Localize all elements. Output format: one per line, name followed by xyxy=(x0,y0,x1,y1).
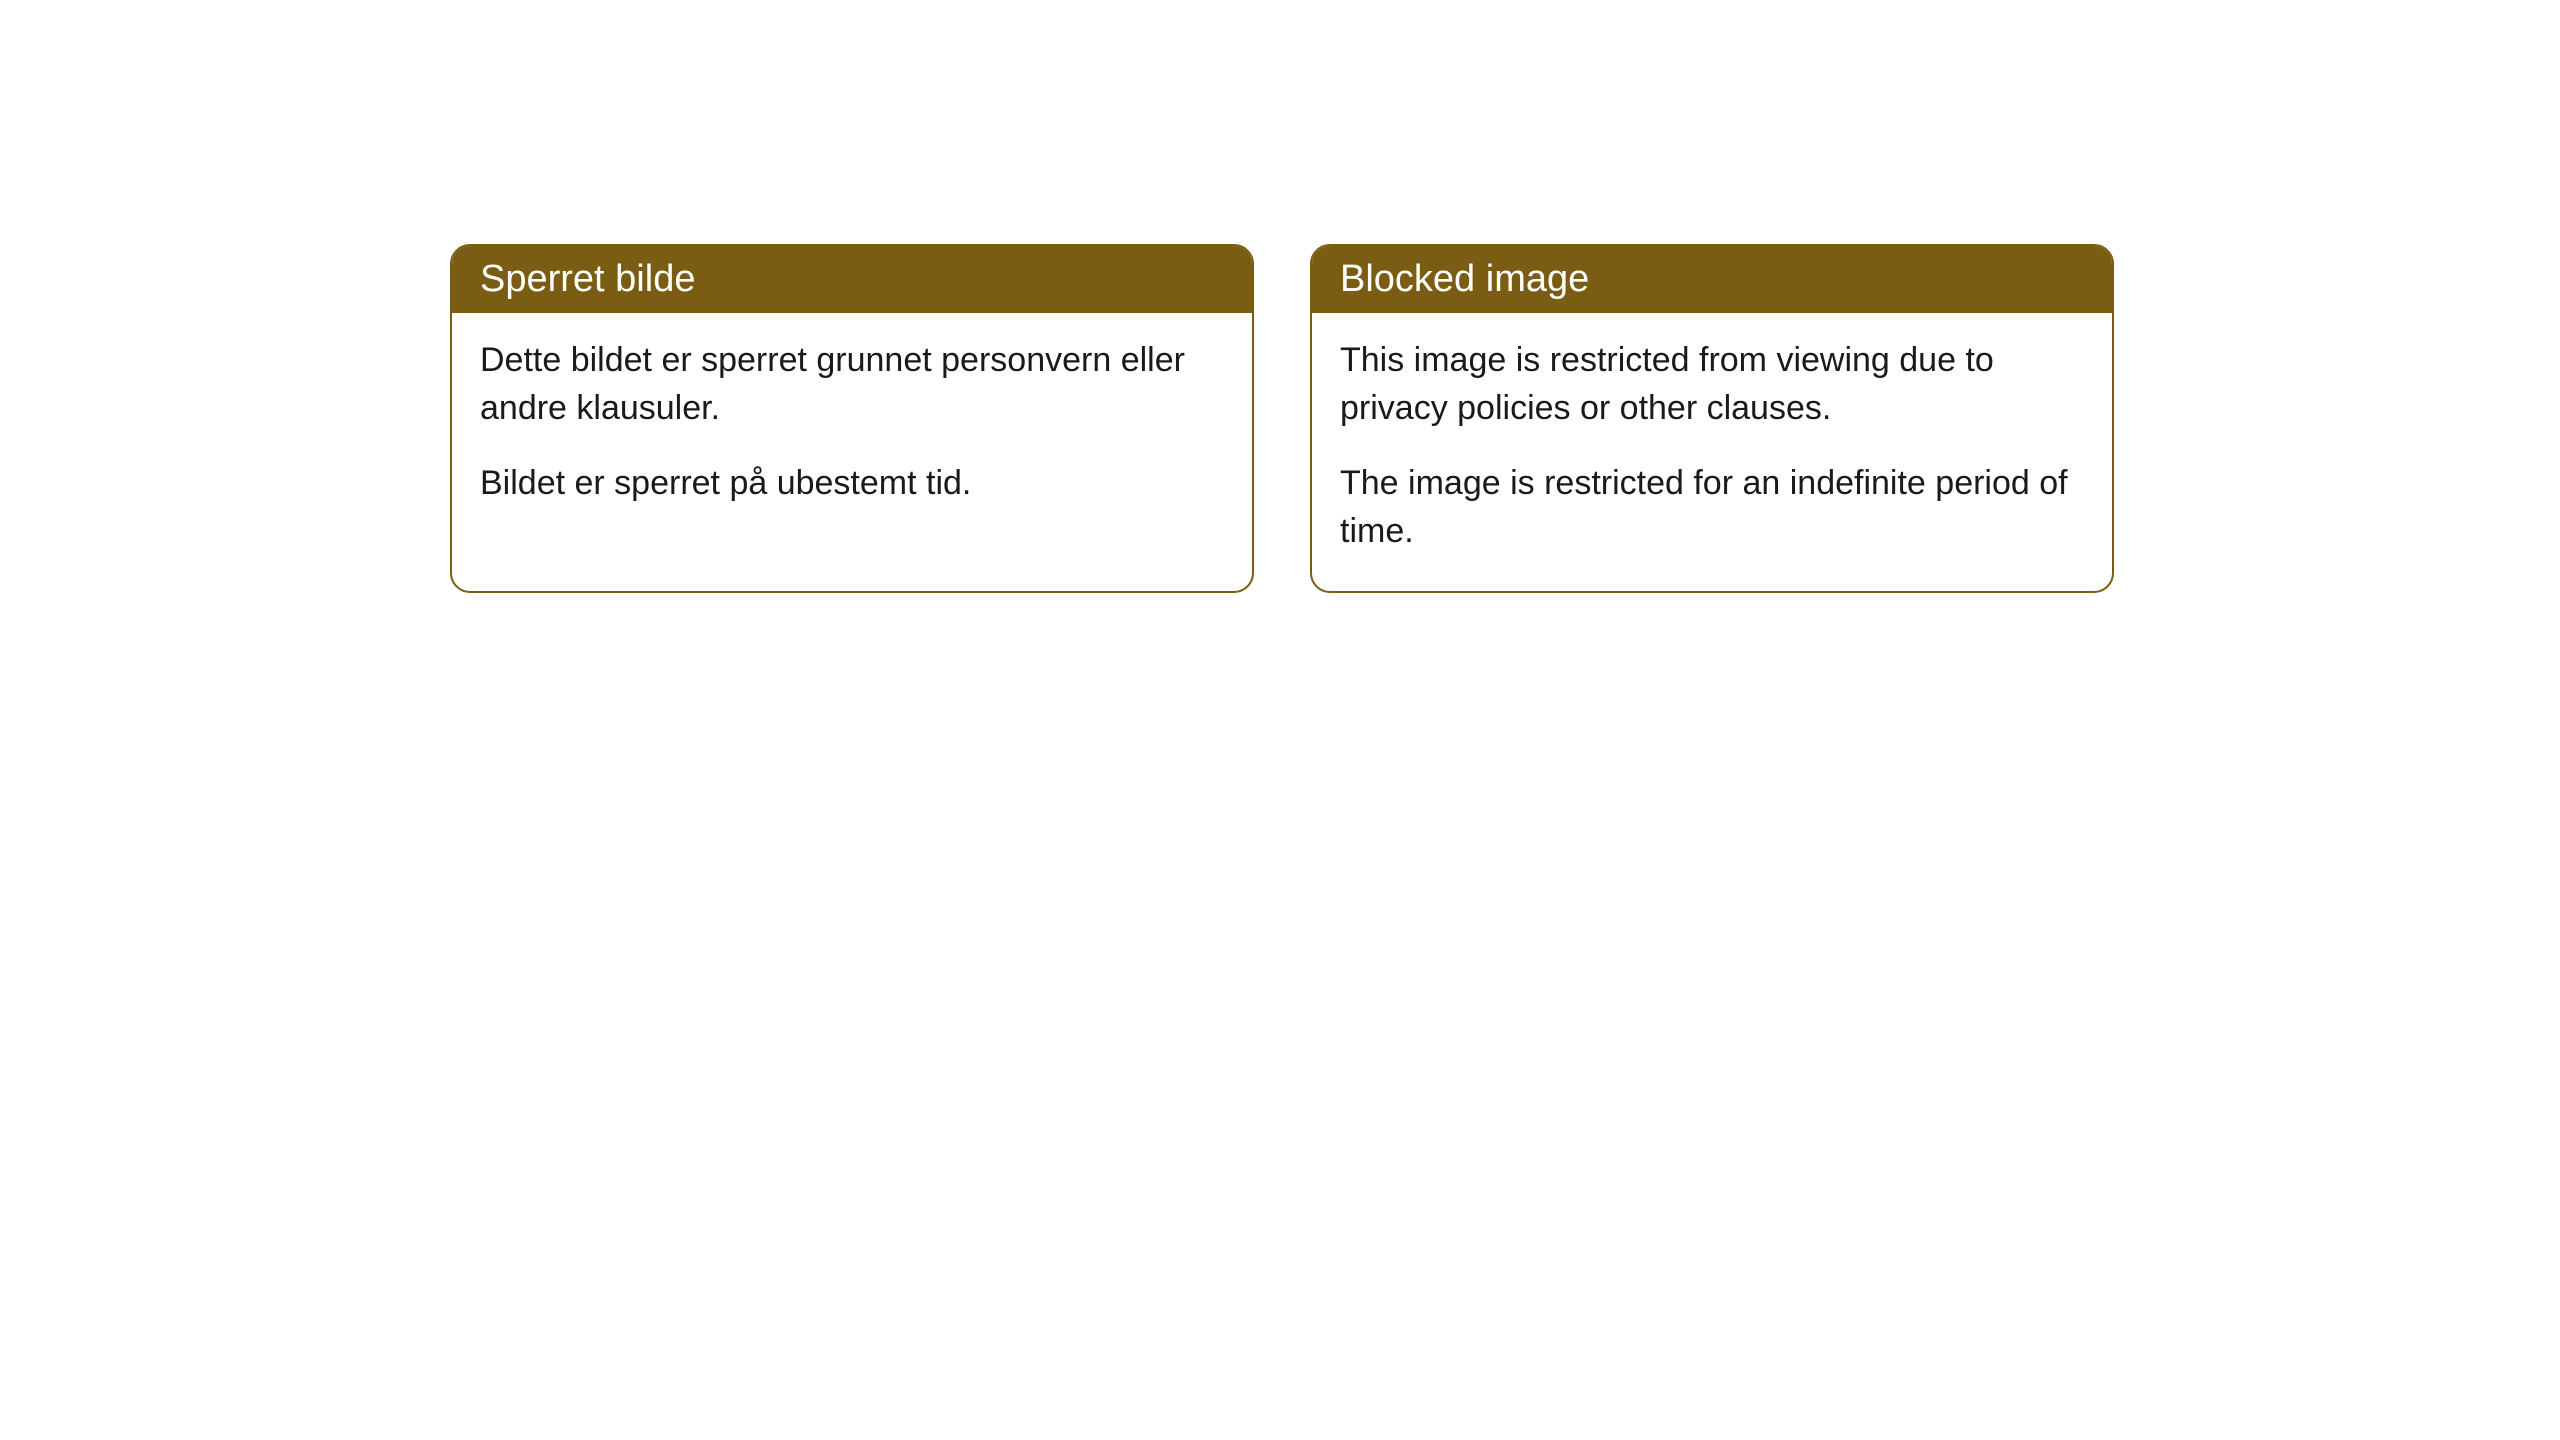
blocked-image-card-norwegian: Sperret bilde Dette bildet er sperret gr… xyxy=(450,244,1254,593)
card-paragraph-1: Dette bildet er sperret grunnet personve… xyxy=(480,337,1224,432)
card-title: Blocked image xyxy=(1340,258,1589,300)
card-title: Sperret bilde xyxy=(480,258,695,300)
card-header-english: Blocked image xyxy=(1312,246,2112,313)
card-paragraph-2: Bildet er sperret på ubestemt tid. xyxy=(480,460,1224,508)
notice-cards-container: Sperret bilde Dette bildet er sperret gr… xyxy=(450,244,2114,593)
card-header-norwegian: Sperret bilde xyxy=(452,246,1252,313)
blocked-image-card-english: Blocked image This image is restricted f… xyxy=(1310,244,2114,593)
card-body-norwegian: Dette bildet er sperret grunnet personve… xyxy=(452,313,1252,544)
card-paragraph-2: The image is restricted for an indefinit… xyxy=(1340,460,2084,555)
card-body-english: This image is restricted from viewing du… xyxy=(1312,313,2112,591)
card-paragraph-1: This image is restricted from viewing du… xyxy=(1340,337,2084,432)
